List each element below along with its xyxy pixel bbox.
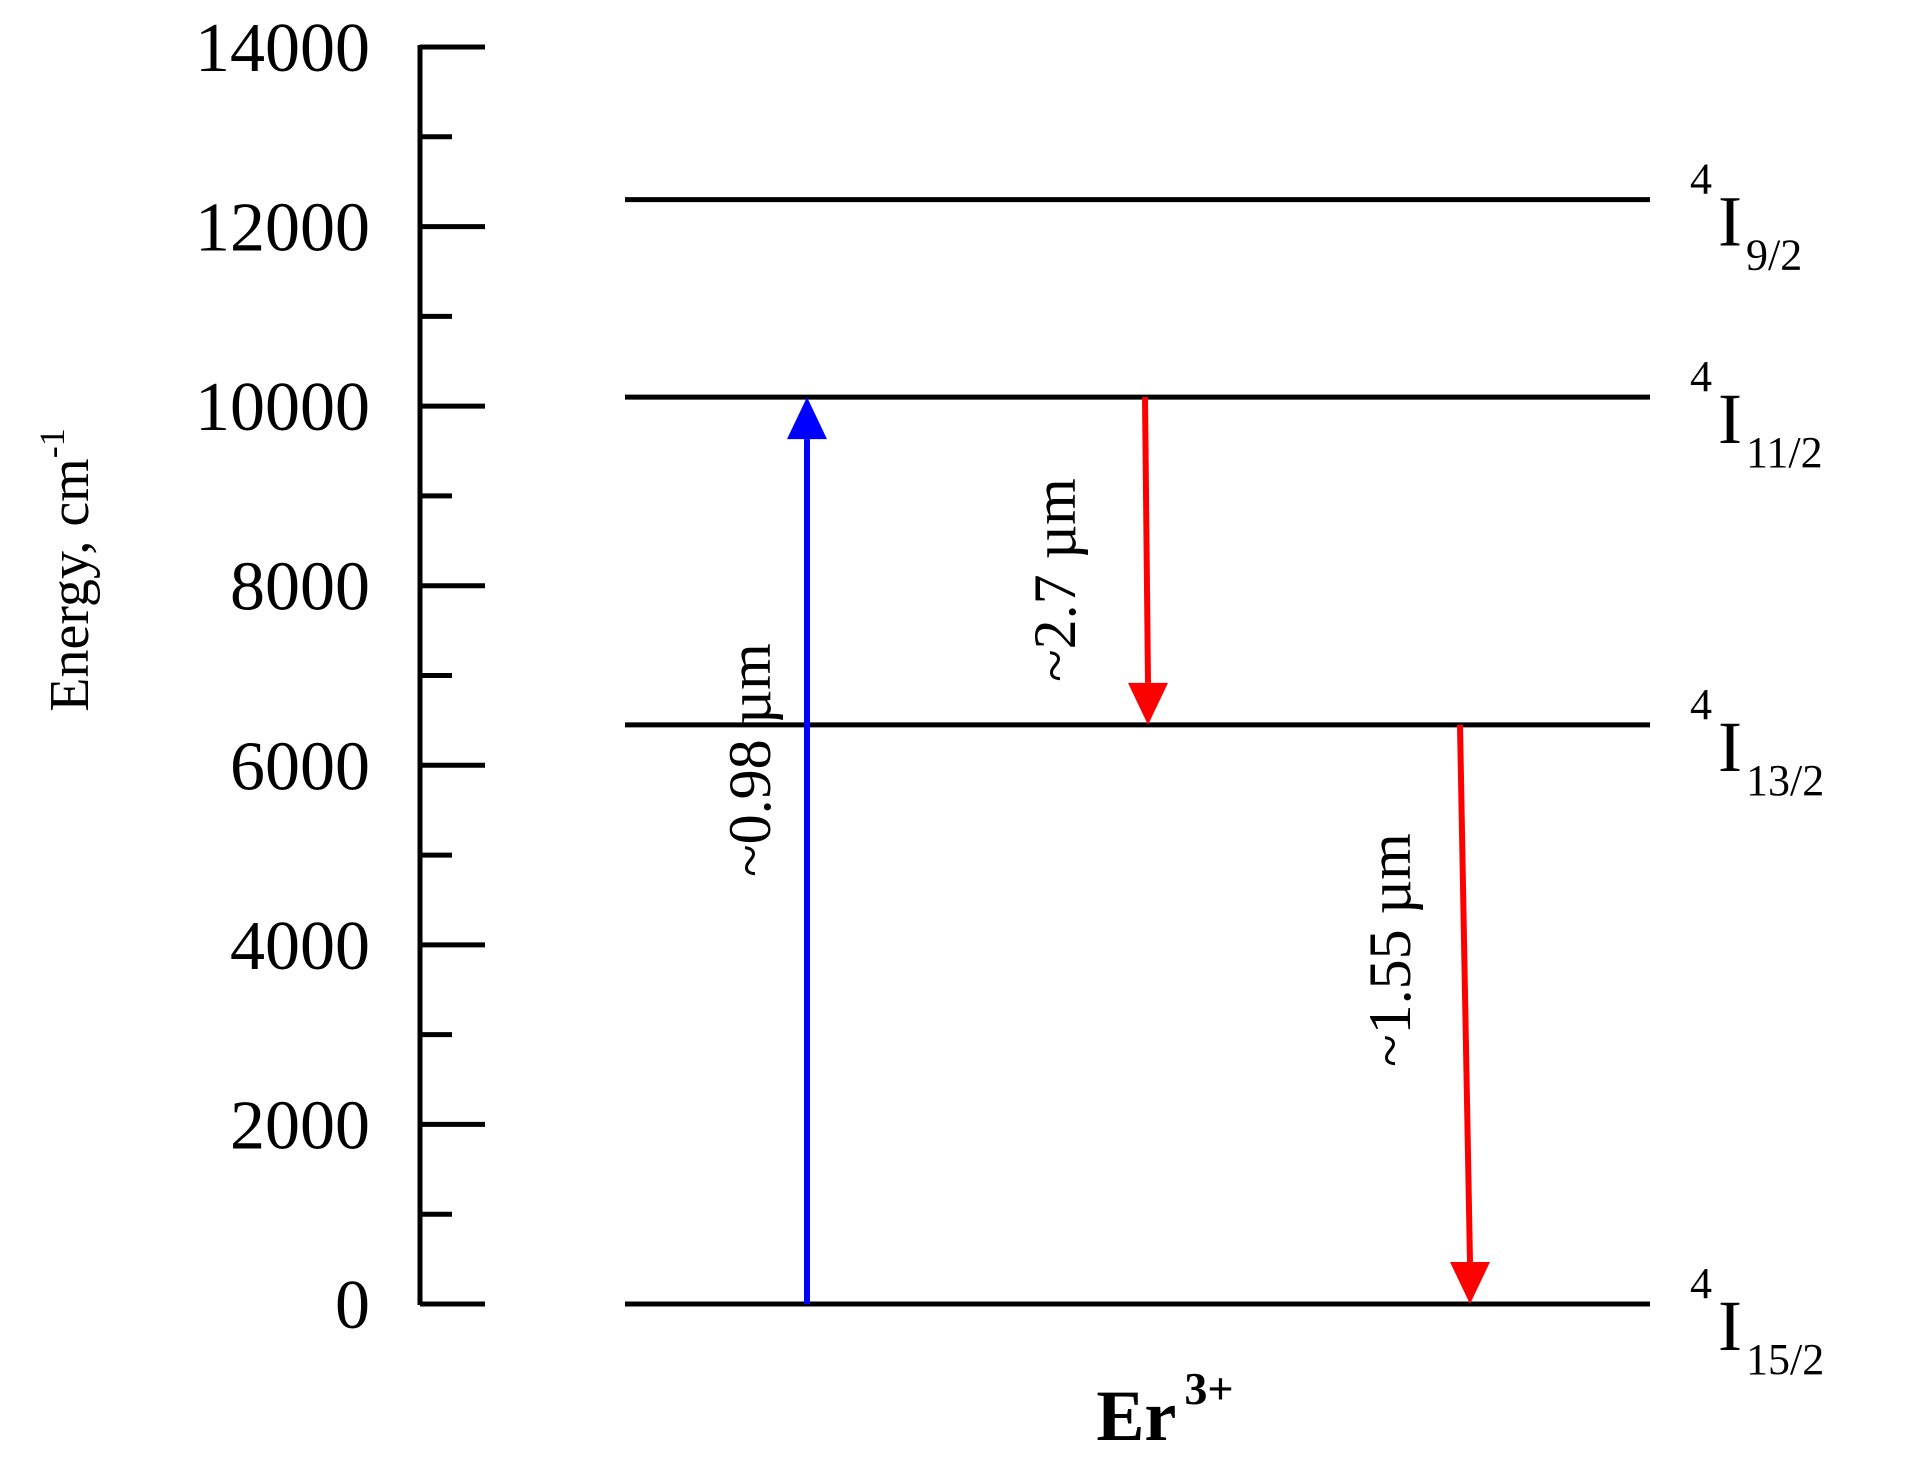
tick-label: 8000 [230, 549, 370, 626]
level-label: 4I15/2 [1690, 1259, 1824, 1384]
y-axis-title: Energy, cm-1 [32, 428, 101, 711]
level-label: 4I11/2 [1690, 352, 1823, 477]
transition-label: ~1.55 µm [1357, 833, 1423, 1067]
transition-arrowhead [787, 397, 827, 440]
ion-label: Er 3+ [1096, 1363, 1233, 1456]
y-axis-tick-labels: 0 2000 4000 6000 8000 10000 12000 14000 [195, 10, 370, 1344]
y-axis: 0 2000 4000 6000 8000 10000 12000 14000 Energy,… [32, 10, 485, 1344]
tick-label: 10000 [195, 369, 370, 446]
y-axis-ticks [420, 44, 485, 1307]
energy-levels: 4I15/2 4I13/2 4I11/2 4I9/2 [625, 155, 1824, 1384]
transition-arrowhead [1450, 1262, 1490, 1304]
tick-label: 2000 [230, 1087, 370, 1164]
transition-arrow [1142, 397, 1151, 683]
tick-label: 0 [335, 1267, 370, 1344]
transition-arrow [1457, 724, 1473, 1263]
transitions: ~0.98 µm ~2.7 µm ~1.55 µm [717, 397, 1490, 1304]
level-label: 4I13/2 [1690, 680, 1824, 805]
tick-label: 12000 [195, 190, 370, 267]
tick-label: 4000 [230, 908, 370, 985]
transition-arrowhead [1128, 682, 1168, 725]
transition-label: ~0.98 µm [717, 643, 783, 877]
tick-label: 6000 [230, 728, 370, 805]
tick-label: 14000 [195, 10, 370, 87]
transition-label: ~2.7 µm [1022, 478, 1088, 682]
level-label: 4I9/2 [1690, 155, 1802, 280]
